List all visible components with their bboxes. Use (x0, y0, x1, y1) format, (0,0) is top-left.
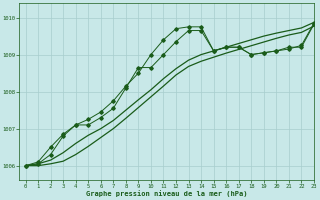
X-axis label: Graphe pression niveau de la mer (hPa): Graphe pression niveau de la mer (hPa) (86, 190, 247, 197)
